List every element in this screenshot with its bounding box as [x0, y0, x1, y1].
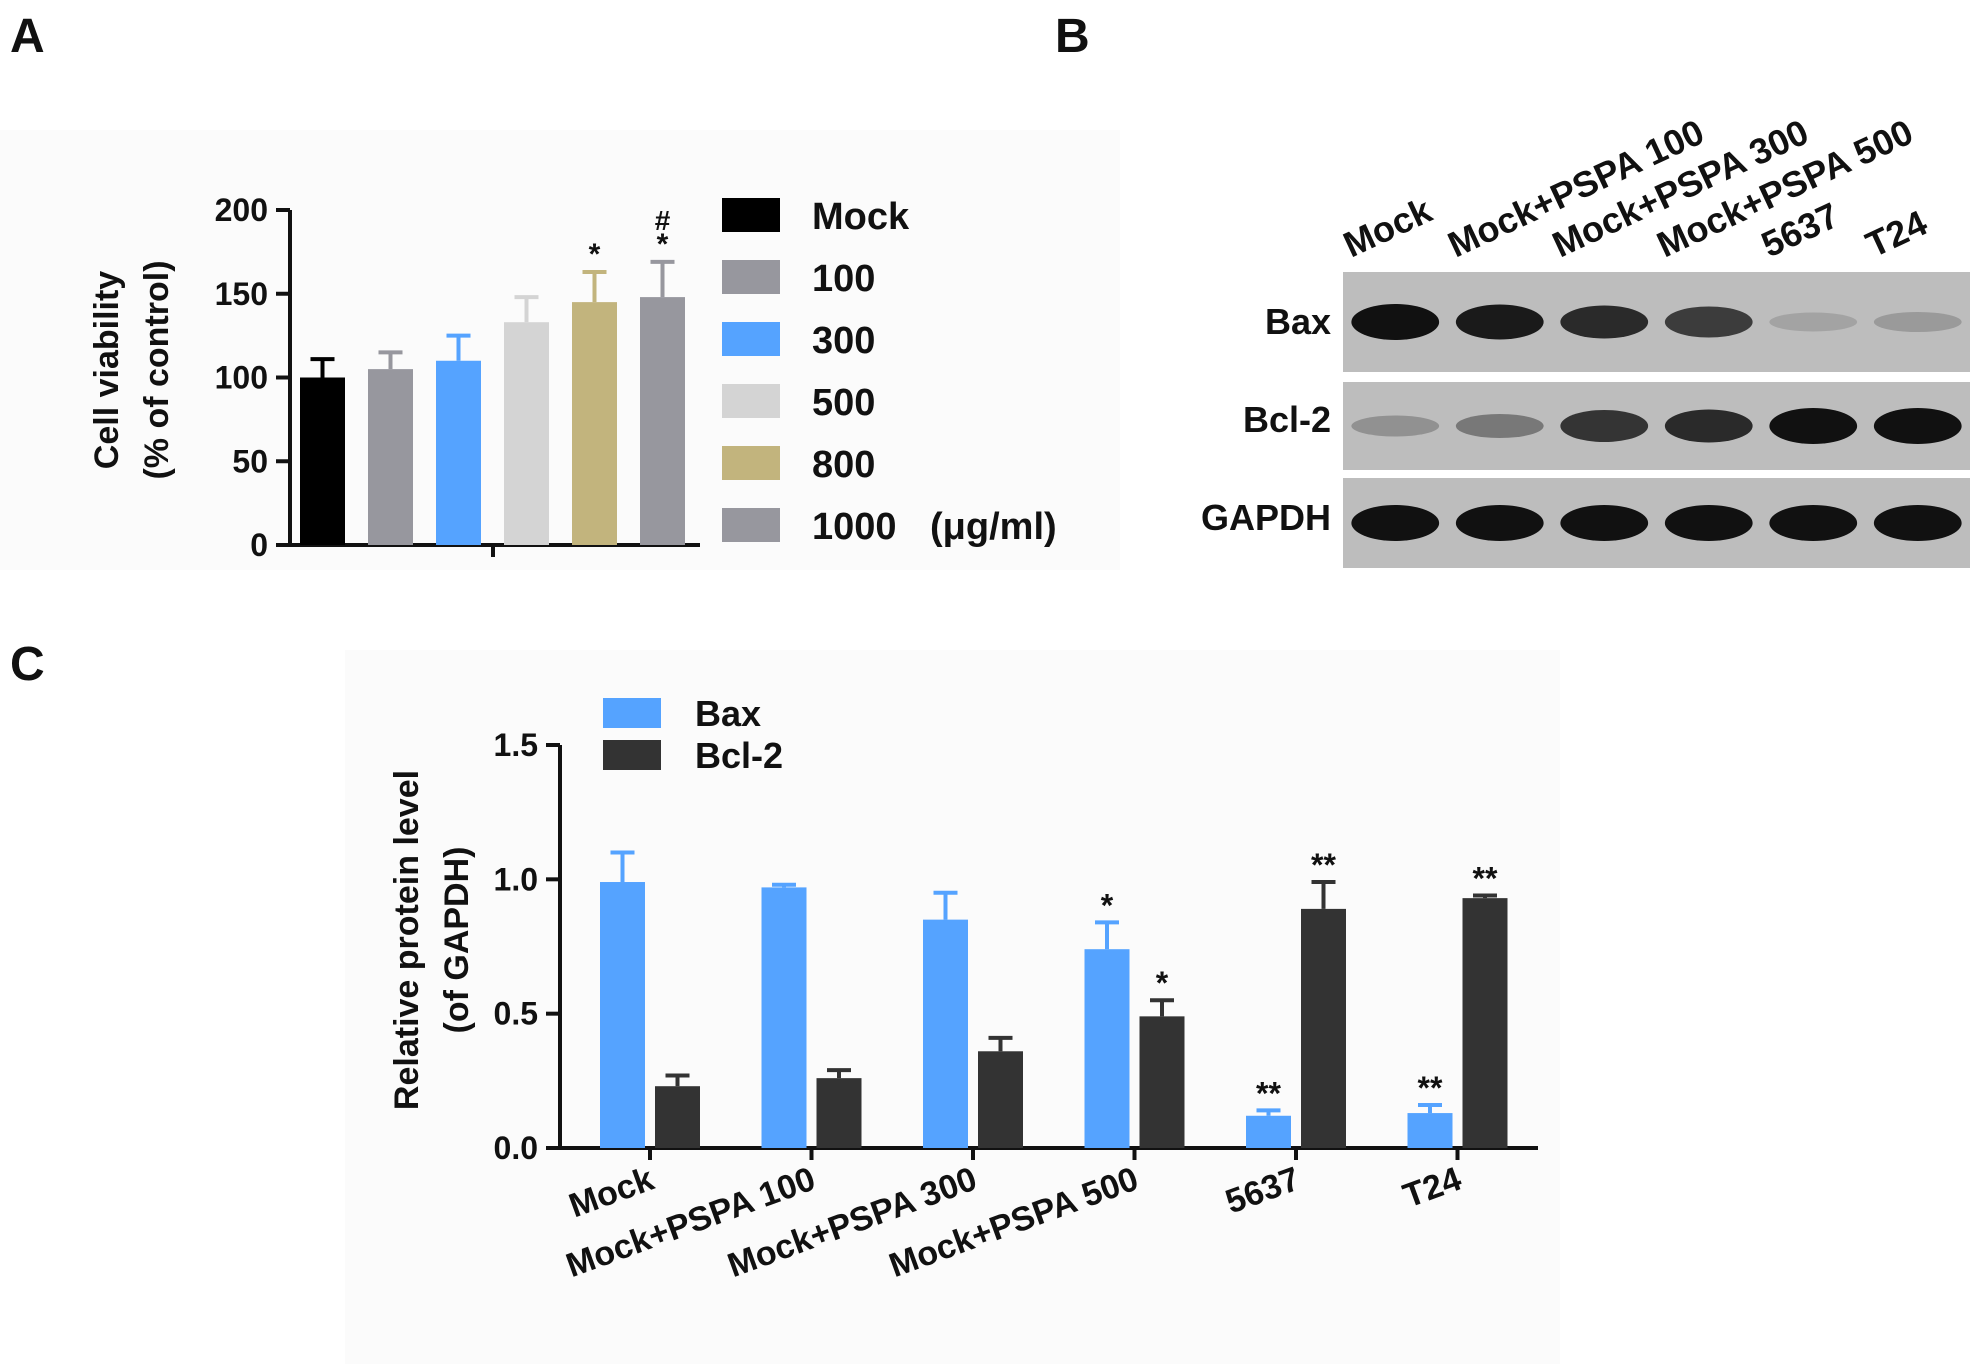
panel-b-band	[1664, 505, 1753, 541]
panel-b-band	[1769, 505, 1858, 541]
panel-b-band	[1351, 415, 1440, 437]
panel-b-band	[1351, 304, 1440, 340]
panel-a-significance-mark-2: #	[655, 205, 671, 236]
panel-a-background	[0, 130, 1120, 570]
panel-b-band	[1873, 312, 1962, 332]
panel-a-legend-swatch	[722, 446, 780, 480]
panel-a-bar	[640, 297, 685, 545]
panel-a-bars: * *#	[300, 205, 685, 545]
panel-a-legend-swatch	[722, 384, 780, 418]
panel-b-band	[1873, 505, 1962, 541]
panel-c-bar	[1462, 898, 1508, 1148]
panel-c-bar	[600, 882, 645, 1148]
panel-c-significance-mark: **	[1256, 1075, 1281, 1111]
panel-b-band	[1560, 410, 1649, 442]
panel-b-band	[1560, 305, 1649, 339]
panel-c-significance-mark: *	[1101, 887, 1114, 923]
panel-b-blot-strip	[1343, 272, 1970, 372]
panel-c-y-tick-label: 1.5	[494, 727, 538, 763]
panel-c-y-tick-label: 1.0	[494, 861, 538, 897]
panel-c-y-label: Relative protein level	[388, 770, 426, 1110]
panel-a-legend-label: 100	[812, 258, 875, 300]
panel-a-y-axis: 0 50 100 150 200	[215, 192, 700, 563]
panel-c-bar	[923, 919, 968, 1148]
panel-a-legend-swatch	[722, 322, 780, 356]
panel-letter-a: A	[10, 10, 45, 63]
panel-b-band	[1455, 304, 1544, 340]
panel-b-row-label: Bcl-2	[1243, 399, 1331, 440]
panel-c-y-tick-label: 0.0	[494, 1130, 538, 1166]
panel-c-significance-mark: **	[1311, 847, 1336, 883]
panel-c-legend-label: Bax	[695, 693, 761, 734]
panel-a-legend-swatch	[722, 198, 780, 232]
panel-a-y-label-2: (% of control)	[138, 260, 176, 479]
panel-a-y-tick-label: 100	[215, 360, 268, 396]
panel-b-blot-strip	[1343, 478, 1970, 568]
panel-c-bar	[1407, 1113, 1453, 1148]
panel-b-band	[1664, 306, 1753, 338]
panel-b-band	[1455, 505, 1544, 541]
panel-c-bar	[1139, 1016, 1185, 1148]
panel-c-bar	[761, 887, 807, 1148]
panel-c-bar	[1301, 908, 1346, 1148]
panel-c-y-tick-label: 0.5	[494, 996, 538, 1032]
panel-a-legend-unit: (μg/ml)	[930, 506, 1057, 548]
panel-c-significance-mark: *	[1156, 965, 1169, 1001]
panel-b-band	[1664, 409, 1753, 443]
panel-b-blot-strip	[1343, 382, 1970, 470]
panel-a-significance-mark: *	[589, 238, 601, 271]
panel-a-legend-label: 1000	[812, 506, 897, 548]
panel-c-significance-mark: **	[1473, 860, 1498, 896]
panel-a-legend-label: 800	[812, 444, 875, 486]
panel-c-significance-mark: **	[1418, 1070, 1443, 1106]
panel-c-legend-swatch	[603, 698, 661, 728]
panel-c-y-label-2: (of GAPDH)	[438, 847, 476, 1034]
panel-letter-b: B	[1055, 10, 1090, 63]
panel-a-y-label: Cell viability	[88, 271, 126, 469]
panel-b-band	[1769, 312, 1858, 332]
panel-c-legend-swatch	[603, 740, 661, 770]
panel-a-significance-mark: *	[657, 228, 669, 261]
panel-a-bar	[300, 377, 345, 545]
panel-a-legend-swatch	[722, 260, 780, 294]
panel-a-legend-label: 300	[812, 320, 875, 362]
panel-b-band	[1351, 505, 1440, 541]
panel-c-y-axis: 0.0 0.5 1.0 1.5	[494, 727, 1538, 1166]
panel-a-bar	[572, 302, 617, 545]
panel-a-legend-label: Mock	[812, 196, 910, 238]
panel-c-bar	[816, 1078, 862, 1148]
panel-a-legend-swatch	[722, 508, 780, 542]
panel-a-bar	[368, 369, 413, 545]
panel-a-legend-label: 500	[812, 382, 875, 424]
panel-a-bar	[436, 360, 481, 545]
panel-c-legend-label: Bcl-2	[695, 735, 783, 776]
panel-b-band	[1873, 408, 1962, 444]
panel-b-band	[1769, 408, 1858, 444]
panel-a-y-tick-label: 150	[215, 276, 268, 312]
panel-a-y-tick-label: 200	[215, 192, 268, 228]
panel-letter-c: C	[10, 638, 45, 691]
panel-b-row-label: Bax	[1265, 301, 1331, 342]
panel-c-bars: **********	[600, 847, 1508, 1148]
panel-c-bar	[1084, 949, 1130, 1148]
panel-b-row-label: GAPDH	[1201, 497, 1331, 538]
panel-a-legend: Mock 100 300 500 800 1000 (μg/ml)	[722, 196, 1057, 548]
panel-b-lane-label: T24	[1860, 202, 1934, 265]
panel-b-band	[1560, 505, 1649, 541]
panel-a-bar	[504, 322, 549, 545]
panel-c-bar	[655, 1086, 700, 1148]
panel-a-y-tick-label: 0	[250, 527, 268, 563]
panel-b-lane-label: Mock	[1337, 189, 1439, 265]
panel-c-bar	[1246, 1115, 1291, 1148]
panel-b-band	[1455, 414, 1544, 438]
panel-c-bar	[978, 1051, 1023, 1148]
panel-a-y-tick-label: 50	[232, 443, 268, 479]
